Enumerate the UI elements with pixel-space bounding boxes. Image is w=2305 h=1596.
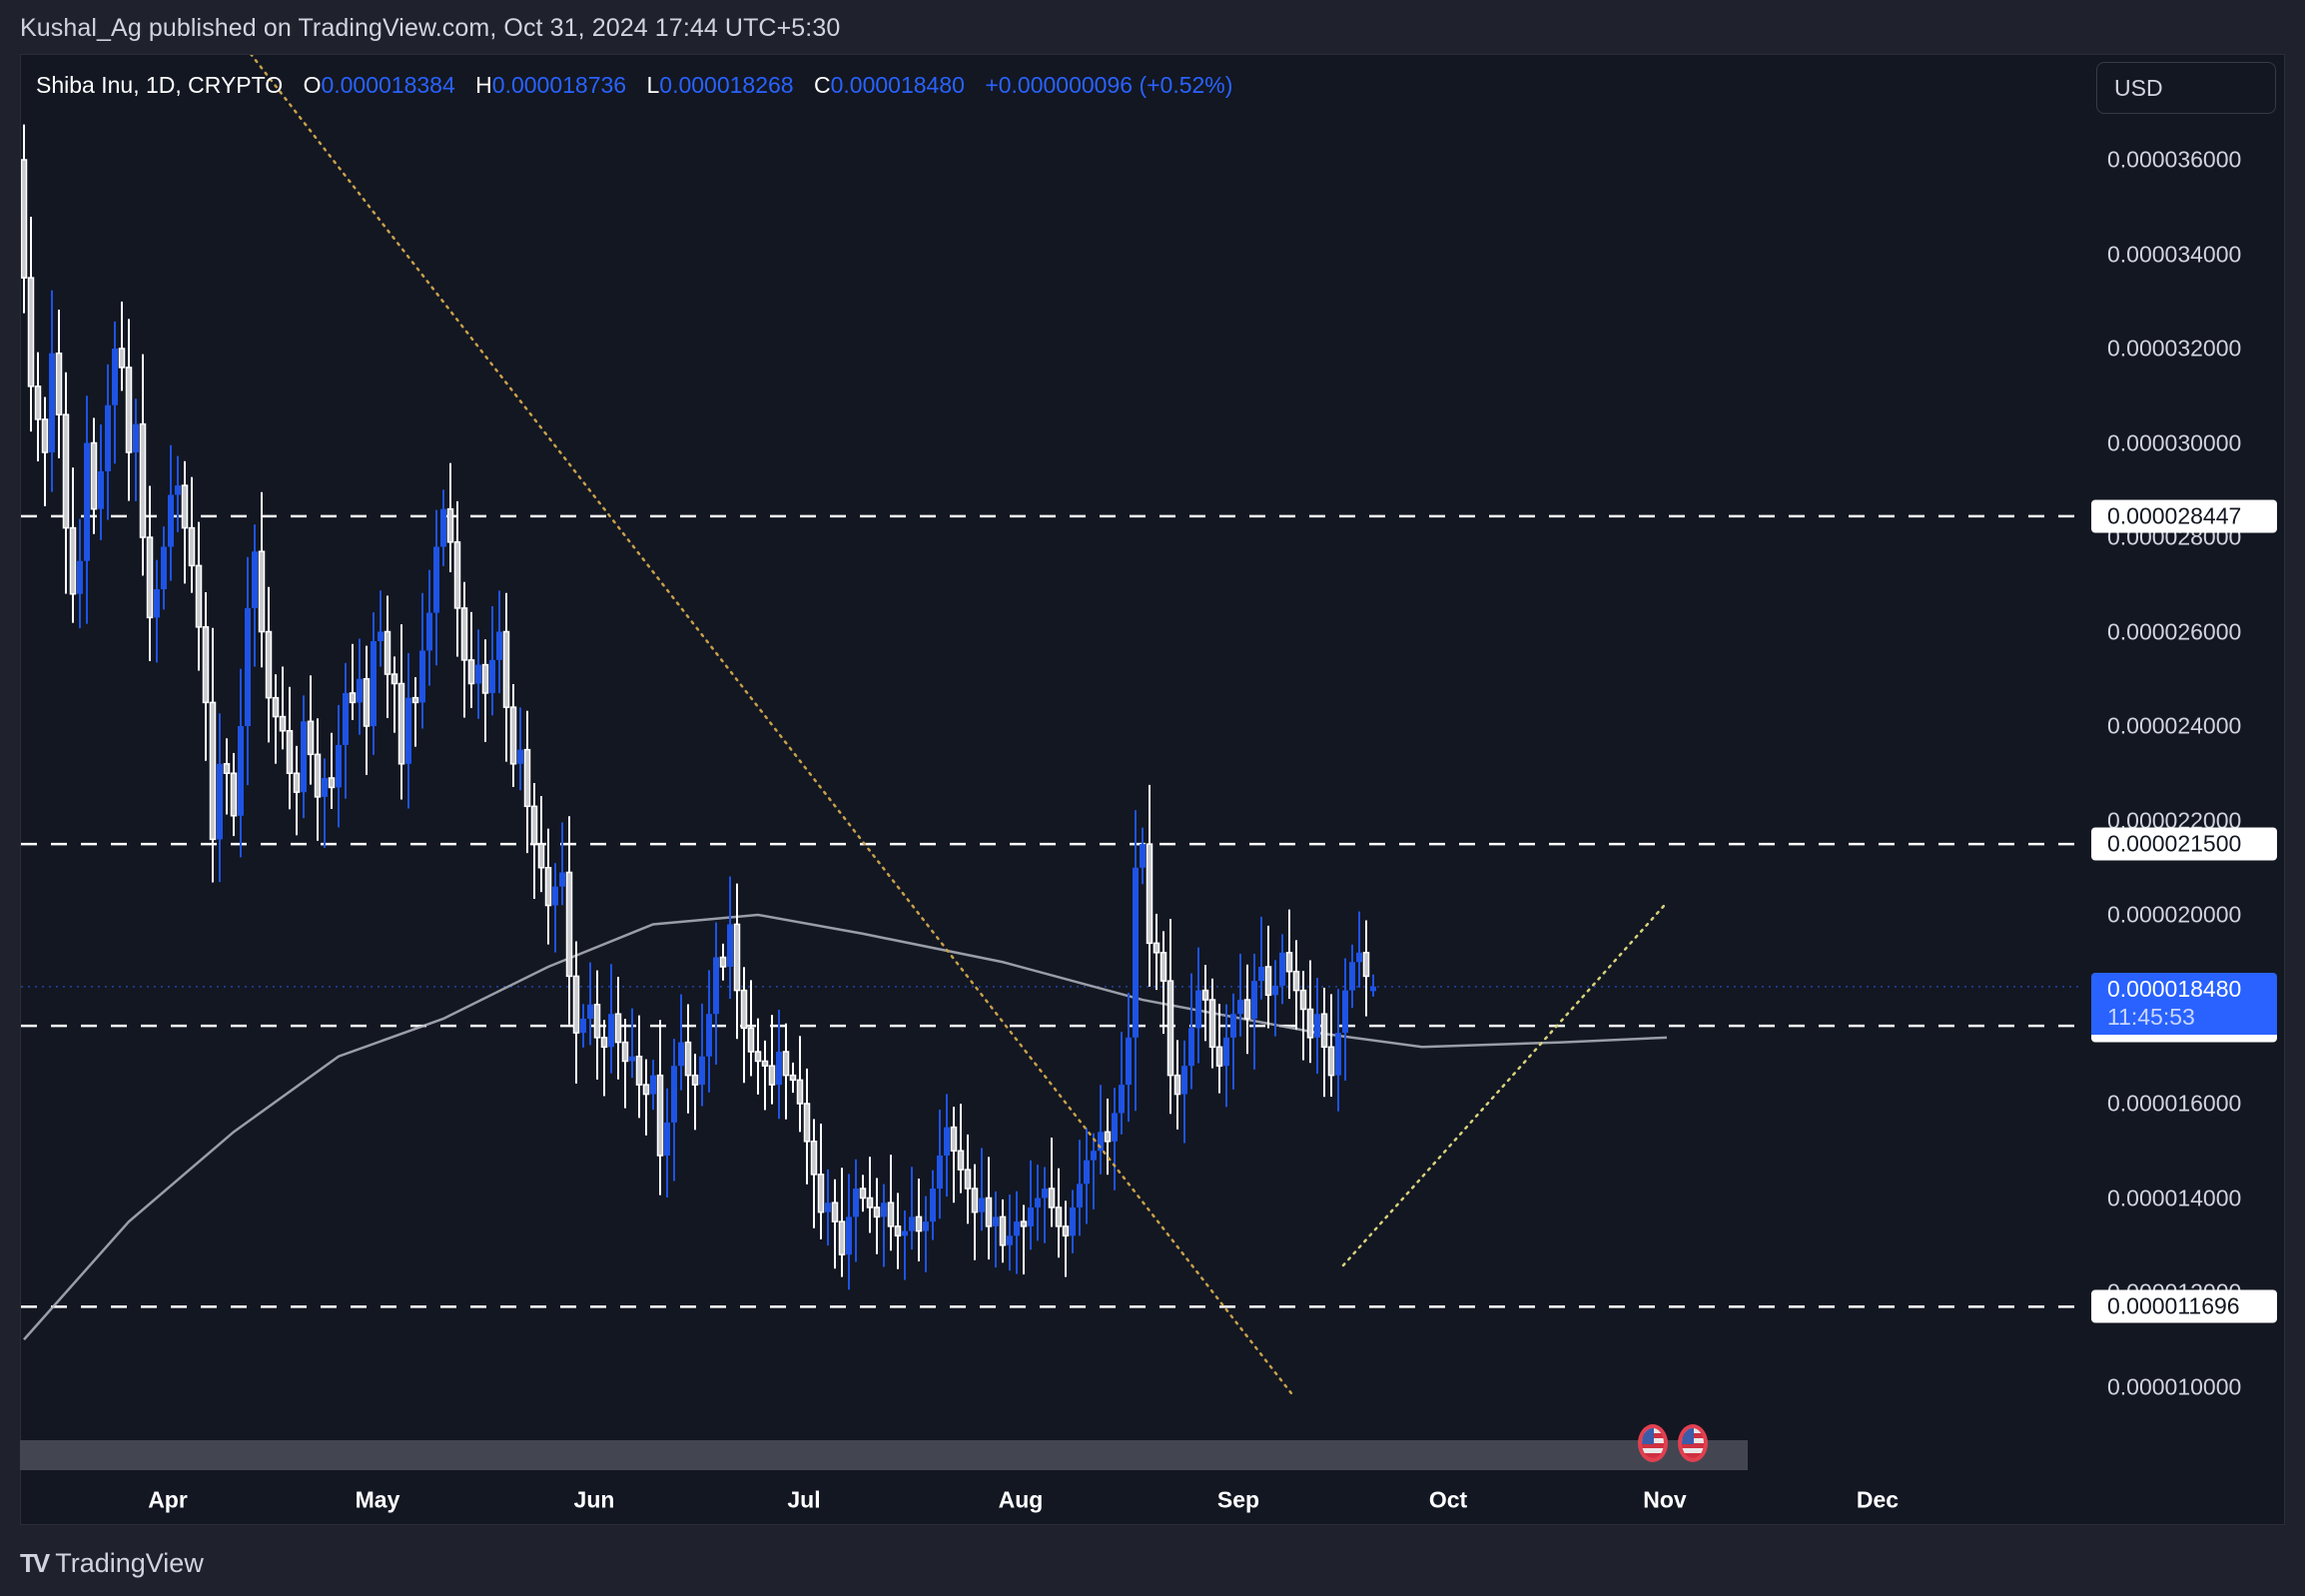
us-flag-event-icon[interactable] [1638,1424,1668,1462]
time-axis-month-label: Aug [998,1486,1044,1513]
time-axis-month-label: Jun [573,1486,615,1513]
price-tick-label: 0.000026000 [2107,618,2242,644]
time-axis-month-label: Apr [148,1486,188,1513]
low-label: L [646,72,660,98]
open-value: 0.000018384 [321,72,455,98]
us-flag-event-icon[interactable] [1678,1424,1708,1462]
time-axis-month-label: Sep [1216,1486,1260,1513]
current-price-label: 0.000018480 11:45:53 [2091,973,2277,1035]
horizontal-line-price-label: 0.000011696 [2091,1289,2277,1323]
tradingview-brand: TradingView [55,1548,204,1578]
price-tick-label: 0.000014000 [2107,1185,2242,1210]
tradingview-logo[interactable]: TV TradingView [20,1548,204,1579]
time-axis-month-label: Dec [1856,1486,1900,1513]
price-tick-label: 0.000024000 [2107,712,2242,739]
price-tick-label: 0.000030000 [2107,429,2242,455]
time-axis-month-label: Jul [787,1486,821,1513]
time-axis-month-label: Oct [1428,1486,1468,1513]
horizontal-line-price-label: 0.000021500 [2091,827,2277,861]
price-tick-label: 0.000016000 [2107,1090,2242,1117]
price-tick-label: 0.000020000 [2107,901,2242,928]
economic-events-bar [20,1440,1748,1470]
current-price-value: 0.000018480 [2107,976,2242,1002]
bar-countdown: 11:45:53 [2107,1004,2195,1030]
low-value: 0.000018268 [659,72,794,98]
change-value: +0.000000096 (+0.52%) [985,72,1233,98]
chart-pane[interactable] [20,54,2285,1525]
high-value: 0.000018736 [491,72,627,98]
price-tick-label: 0.000010000 [2107,1373,2242,1399]
close-value: 0.000018480 [830,72,965,98]
high-label: H [475,72,492,98]
currency-button[interactable]: USD [2096,62,2276,114]
open-label: O [303,72,322,98]
time-axis-month-label: May [355,1486,400,1513]
price-tick-label: 0.000032000 [2107,335,2242,362]
time-axis-month-label: Nov [1643,1486,1687,1513]
ohlc-legend: Shiba Inu, 1D, CRYPTO O0.000018384 H0.00… [36,72,1246,99]
tradingview-mark-icon: TV [20,1548,50,1578]
price-tick-label: 0.000034000 [2107,241,2242,267]
symbol-title[interactable]: Shiba Inu, 1D, CRYPTO [36,72,284,98]
publisher-header: Kushal_Ag published on TradingView.com, … [20,14,841,42]
close-label: C [813,72,831,98]
price-tick-label: 0.000036000 [2107,146,2242,173]
horizontal-line-price-label: 0.000028447 [2091,499,2277,533]
